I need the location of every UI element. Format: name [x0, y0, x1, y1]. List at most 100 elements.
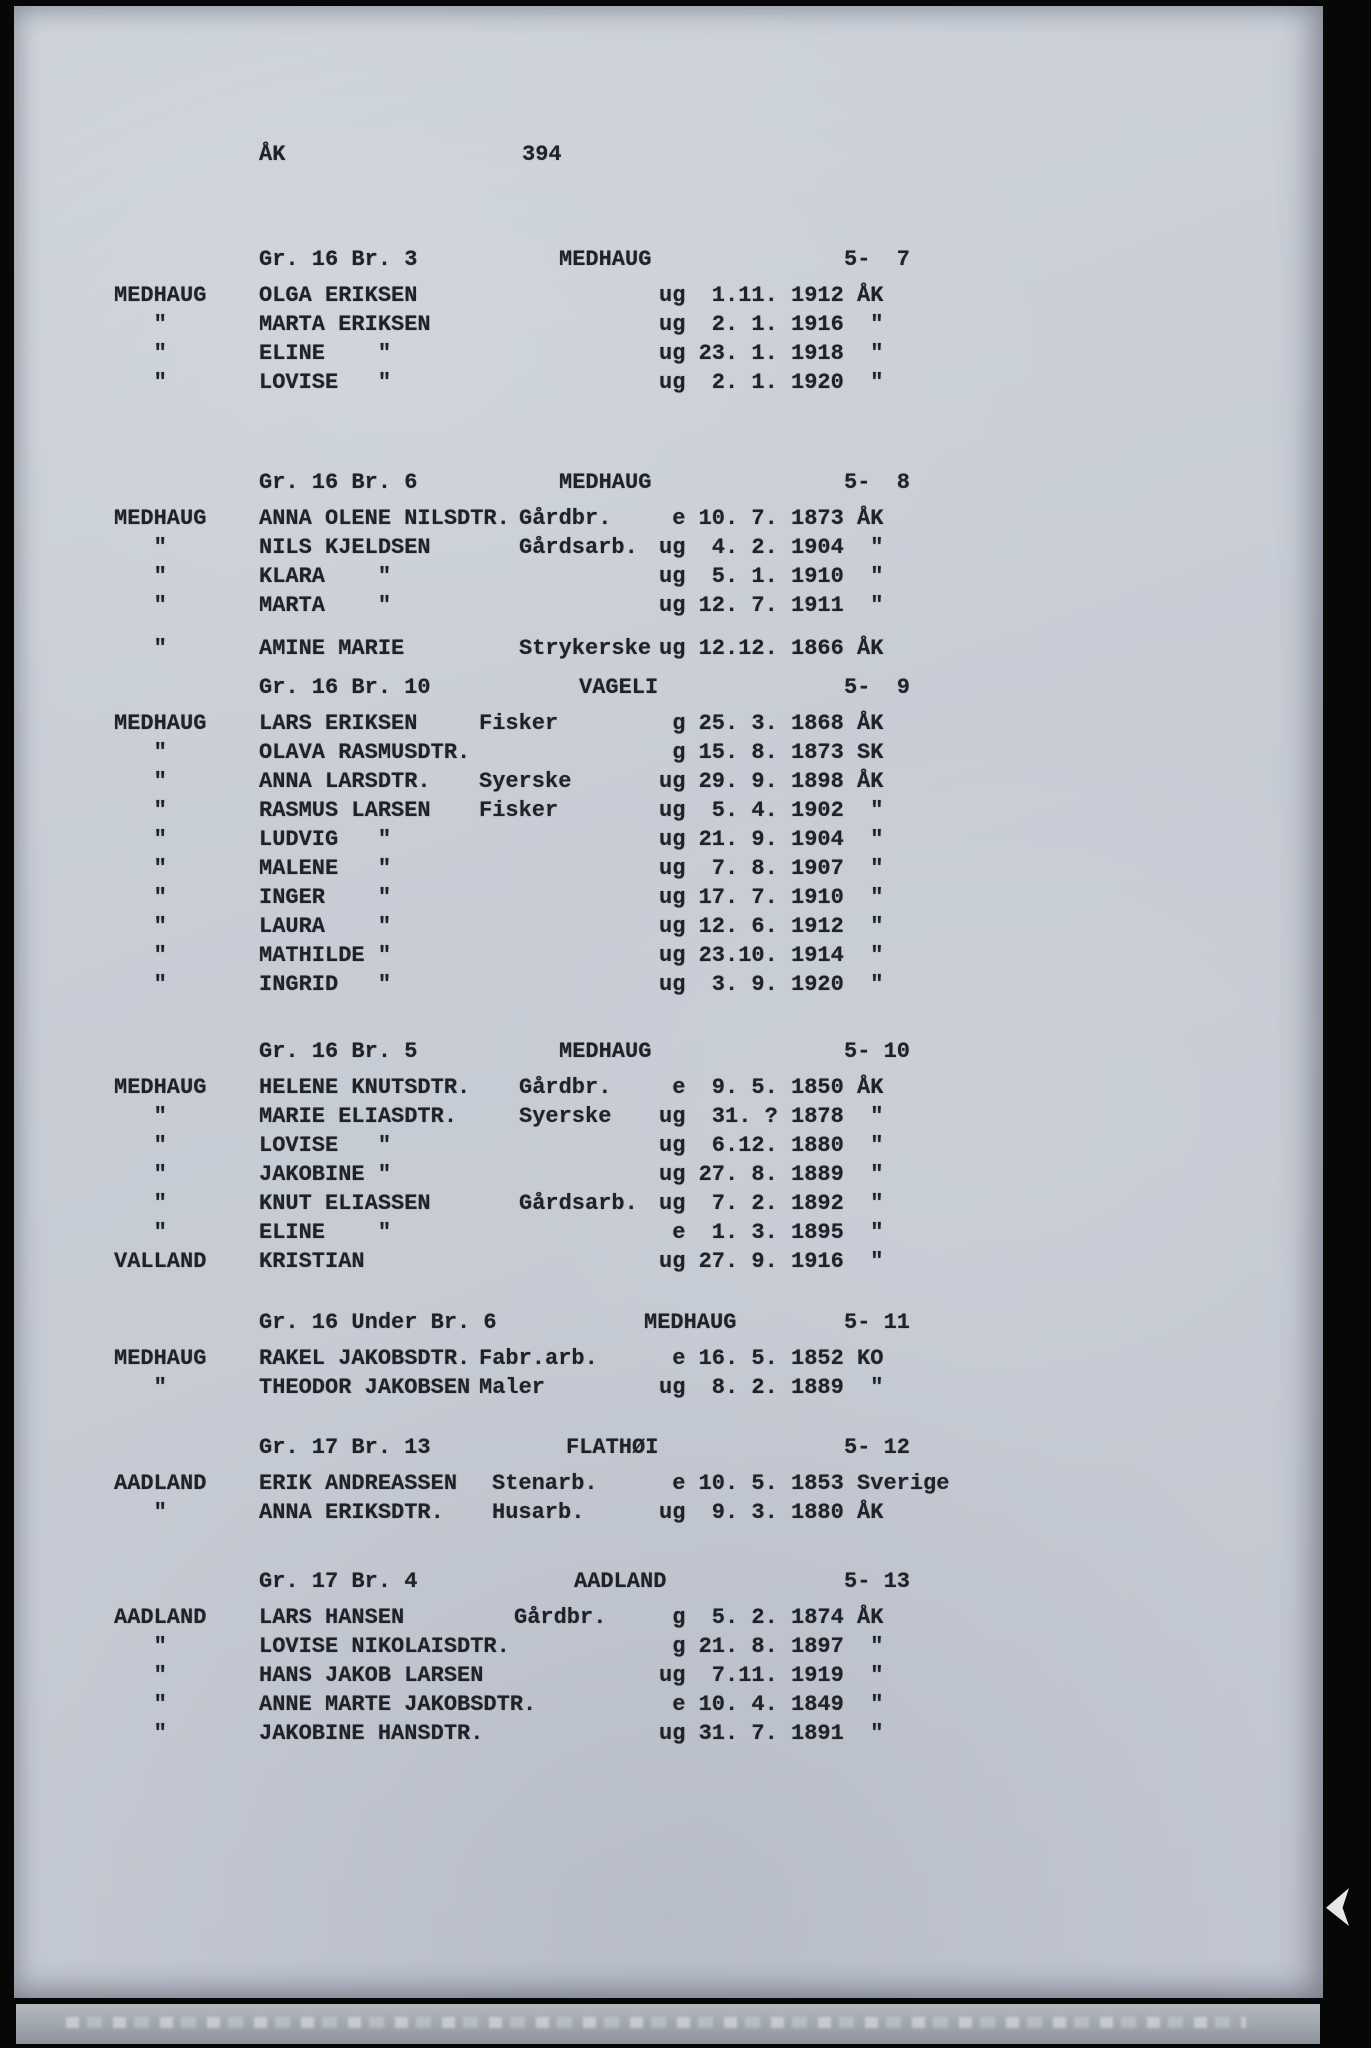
farm-name: " — [114, 636, 167, 661]
birth-date: 27. 9. — [698, 1249, 778, 1274]
farm-name: " — [114, 312, 167, 337]
occupation: Gårdsarb. — [519, 535, 638, 560]
status-and-birth: ug 17. 7. 1910 " — [659, 883, 883, 912]
status-and-birth: e 9. 5. 1850 ÅK — [659, 1073, 883, 1102]
birth-year: 1878 — [791, 1104, 844, 1129]
scan-border-left — [0, 0, 14, 2048]
birth-date: 2. 1. — [698, 370, 778, 395]
person-name: LOVISE NIKOLAISDTR. — [259, 1634, 510, 1659]
marital-status: ug — [659, 312, 686, 337]
person-row: " LOVISE NIKOLAISDTR. g 21. 8. 1897 " — [14, 1632, 1323, 1661]
birth-date: 23.10. — [698, 943, 778, 968]
person-name: LUDVIG " — [259, 827, 392, 852]
person-row: " INGER " ug 17. 7. 1910 " — [14, 883, 1323, 912]
person-name: ANNA ERIKSDTR. — [259, 1500, 444, 1525]
person-name: LOVISE " — [259, 370, 392, 395]
person-name: ANNA OLENE NILSDTR. — [259, 506, 510, 531]
birth-year: 1889 — [791, 1375, 844, 1400]
farm-name: " — [114, 1663, 167, 1688]
person-row: MEDHAUG RAKEL JAKOBSDTR. Fabr.arb. e 16. 5… — [14, 1344, 1323, 1373]
marital-status: ug — [659, 798, 686, 823]
occupation: Fisker — [479, 711, 559, 736]
farm-name: AADLAND — [114, 1605, 207, 1630]
birth-place: " — [857, 593, 884, 618]
person-name: KNUT ELIASSEN — [259, 1191, 431, 1216]
person-row: " NILS KJELDSEN Gårdsarb. ug 4. 2. 1904 " — [14, 533, 1323, 562]
birth-date: 2. 1. — [698, 312, 778, 337]
status-and-birth: ug 12.12. 1866 ÅK — [659, 634, 883, 663]
birth-year: 1907 — [791, 856, 844, 881]
section-header: Gr. 16 Br. 10 VAGELI 5- 9 — [14, 673, 1323, 702]
marital-status: ug — [659, 856, 686, 881]
person-row: " LOVISE " ug 2. 1. 1920 " — [14, 368, 1323, 397]
status-and-birth: ug 12. 7. 1911 " — [659, 591, 883, 620]
occupation: Gårdbr. — [514, 1605, 607, 1630]
person-name: ANNE MARTE JAKOBSDTR. — [259, 1692, 537, 1717]
birth-year: 1916 — [791, 312, 844, 337]
birth-year: 1866 — [791, 636, 844, 661]
person-name: OLAVA RASMUSDTR. — [259, 740, 471, 765]
household-place-name: FLATHØI — [566, 1435, 659, 1460]
gr-br-reference: Gr. 17 Br. 13 — [259, 1435, 431, 1460]
status-and-birth: ug 5. 1. 1910 " — [659, 562, 883, 591]
person-name: MARTA ERIKSEN — [259, 312, 431, 337]
birth-place: " — [857, 564, 884, 589]
marital-status: ug — [659, 535, 686, 560]
gr-br-reference: Gr. 17 Br. 4 — [259, 1569, 418, 1594]
marital-status: e — [659, 1346, 686, 1371]
gr-br-reference: Gr. 16 Br. 10 — [259, 675, 431, 700]
marital-status: ug — [659, 1133, 686, 1158]
birth-place: Sverige — [857, 1471, 950, 1496]
birth-date: 9. 3. — [698, 1500, 778, 1525]
status-and-birth: ug 27. 8. 1889 " — [659, 1160, 883, 1189]
birth-place: " — [857, 1375, 884, 1400]
marital-status: ug — [659, 341, 686, 366]
person-name: LARS HANSEN — [259, 1605, 405, 1630]
birth-date: 6.12. — [698, 1133, 778, 1158]
section-header: Gr. 17 Br. 4 AADLAND 5- 13 — [14, 1567, 1323, 1596]
birth-date: 21. 9. — [698, 827, 778, 852]
person-name: THEODOR JAKOBSEN — [259, 1375, 471, 1400]
farm-name: " — [114, 1220, 167, 1245]
birth-year: 1910 — [791, 885, 844, 910]
status-and-birth: ug 7. 2. 1892 " — [659, 1189, 883, 1218]
farm-name: MEDHAUG — [114, 711, 207, 736]
status-and-birth: e 1. 3. 1895 " — [659, 1218, 883, 1247]
farm-name: " — [114, 1721, 167, 1746]
section-header: Gr. 16 Under Br. 6 MEDHAUG 5- 11 — [14, 1308, 1323, 1337]
birth-date: 31. ? — [698, 1104, 778, 1129]
marital-status: g — [659, 711, 686, 736]
birth-place: " — [857, 914, 884, 939]
birth-year: 1910 — [791, 564, 844, 589]
person-name: INGER " — [259, 885, 392, 910]
birth-place: " — [857, 1220, 884, 1245]
person-row: " ANNE MARTE JAKOBSDTR. e 10. 4. 1849 " — [14, 1690, 1323, 1719]
birth-year: 1892 — [791, 1191, 844, 1216]
occupation: Maler — [479, 1375, 546, 1400]
birth-place: ÅK — [857, 769, 884, 794]
birth-date: 12. 7. — [698, 593, 778, 618]
typewritten-content: ÅK 394 Gr. 16 Br. 3 MEDHAUG 5- 7 MEDHAUG OLG… — [14, 6, 1323, 1998]
birth-year: 1874 — [791, 1605, 844, 1630]
person-row: " HANS JAKOB LARSEN ug 7.11. 1919 " — [14, 1661, 1323, 1690]
marital-status: g — [659, 740, 686, 765]
marital-status: ug — [659, 1104, 686, 1129]
birth-date: 29. 9. — [698, 769, 778, 794]
marital-status: ug — [659, 370, 686, 395]
status-and-birth: ug 31. 7. 1891 " — [659, 1719, 883, 1748]
household-place-name: MEDHAUG — [559, 470, 652, 495]
status-and-birth: ug 23.10. 1914 " — [659, 941, 883, 970]
birth-date: 7. 2. — [698, 1191, 778, 1216]
birth-place: " — [857, 1692, 884, 1717]
birth-place: " — [857, 1162, 884, 1187]
person-row: VALLAND KRISTIAN ug 27. 9. 1916 " — [14, 1247, 1323, 1276]
marital-status: ug — [659, 1375, 686, 1400]
birth-place: ÅK — [857, 636, 884, 661]
birth-place: SK — [857, 740, 884, 765]
household-serial: 5- 11 — [844, 1310, 911, 1335]
household-serial: 5- 13 — [844, 1569, 911, 1594]
birth-year: 1919 — [791, 1663, 844, 1688]
birth-place: KO — [857, 1346, 884, 1371]
marital-status: ug — [659, 564, 686, 589]
